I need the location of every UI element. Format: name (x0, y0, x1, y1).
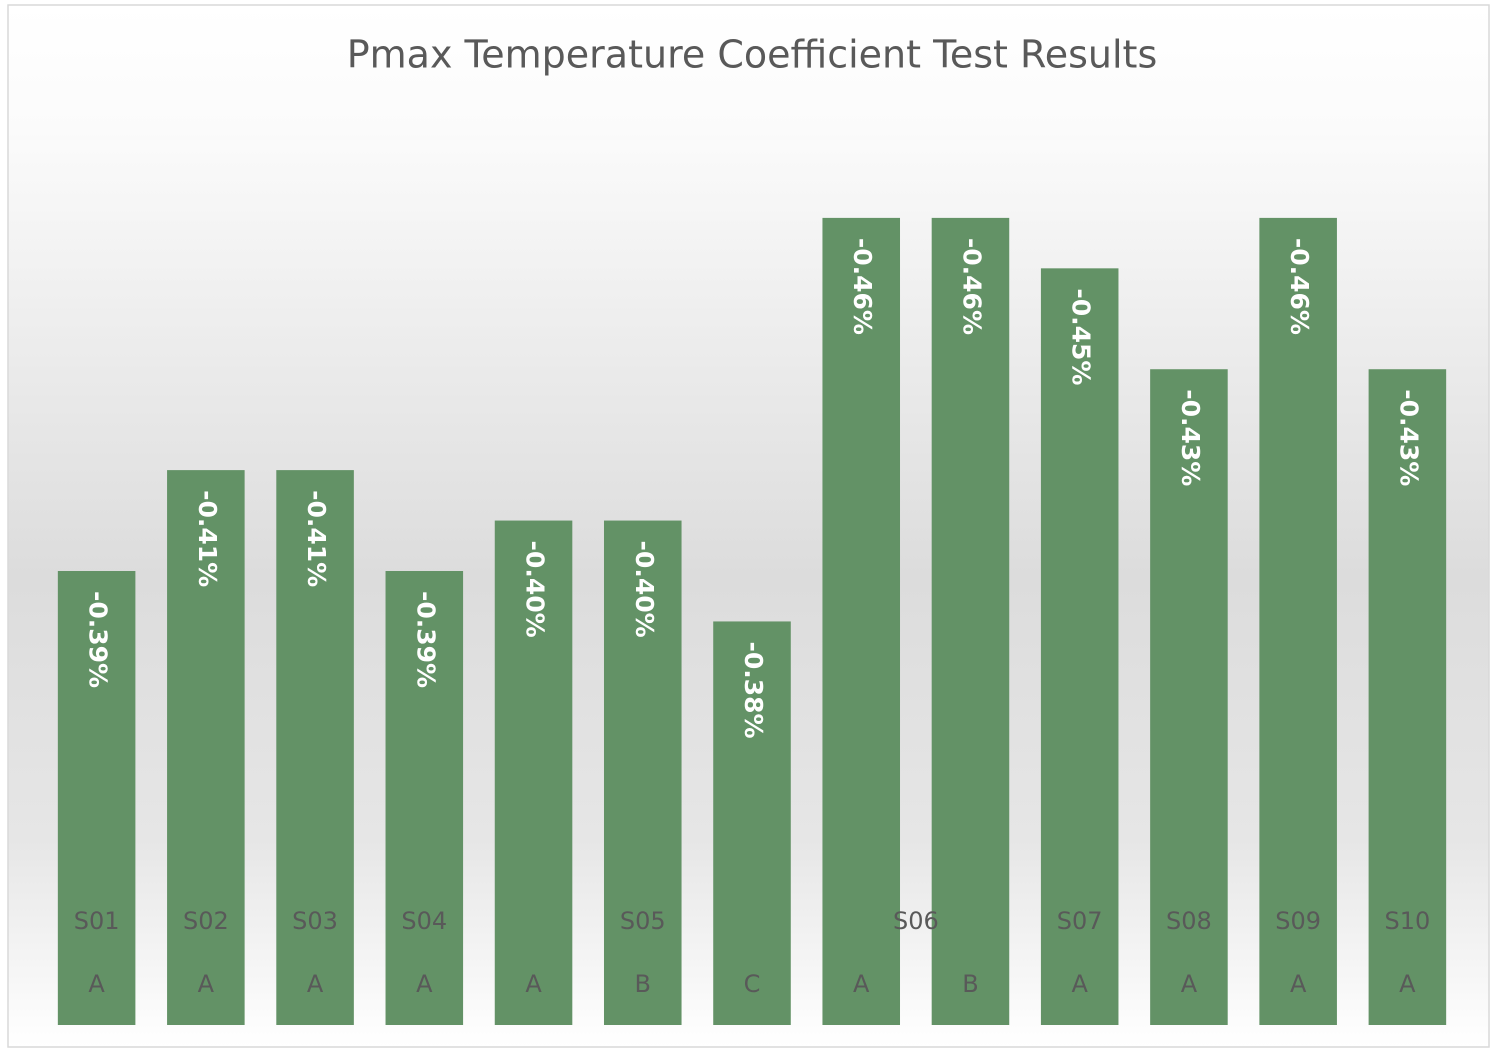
x-tick-label: C (744, 970, 761, 998)
bar (931, 217, 1010, 1025)
x-tick-label: A (307, 970, 324, 998)
bar (385, 571, 464, 1025)
x-group-label: S05 (620, 907, 666, 935)
data-label: -0.46% (1285, 238, 1314, 335)
x-tick-label: A (1399, 970, 1416, 998)
x-group-label: S01 (74, 907, 120, 935)
x-tick-label: A (88, 970, 105, 998)
x-group-label: S03 (292, 907, 338, 935)
x-group-label: S07 (1057, 907, 1103, 935)
data-label: -0.40% (521, 541, 550, 638)
x-tick-label: B (635, 970, 651, 998)
bar (494, 520, 573, 1025)
bar (603, 520, 682, 1025)
x-tick-label: A (525, 970, 542, 998)
x-group-label: S04 (401, 907, 447, 935)
data-label: -0.40% (630, 541, 659, 638)
x-group-label: S06 (893, 907, 939, 935)
bar (1040, 268, 1119, 1025)
bar (57, 571, 136, 1025)
data-label: -0.39% (84, 591, 113, 688)
x-tick-label: A (416, 970, 433, 998)
bar (276, 470, 354, 1026)
x-tick-label: A (853, 970, 870, 998)
x-tick-label: A (198, 970, 215, 998)
x-tick-label: A (1071, 970, 1088, 998)
x-group-label: S09 (1275, 907, 1321, 935)
bar (1259, 217, 1337, 1025)
data-label: -0.46% (957, 238, 986, 335)
data-label: -0.46% (848, 238, 877, 335)
x-group-label: S10 (1384, 907, 1430, 935)
x-tick-label: A (1181, 970, 1198, 998)
data-label: -0.43% (1176, 389, 1205, 486)
data-label: -0.39% (411, 591, 440, 688)
x-tick-label: B (962, 970, 978, 998)
x-tick-label: A (1290, 970, 1307, 998)
x-group-label: S08 (1166, 907, 1212, 935)
chart-title: Pmax Temperature Coefficient Test Result… (347, 33, 1158, 77)
data-label: -0.38% (739, 641, 768, 738)
bar (1150, 369, 1228, 1025)
x-group-label: S02 (183, 907, 229, 935)
bar (713, 621, 791, 1025)
data-label: -0.43% (1394, 389, 1423, 486)
bar (167, 470, 245, 1026)
data-label: -0.41% (193, 490, 222, 587)
bar (1368, 369, 1447, 1025)
data-label: -0.45% (1067, 288, 1096, 385)
data-label: -0.41% (302, 490, 331, 587)
bar (822, 217, 901, 1025)
